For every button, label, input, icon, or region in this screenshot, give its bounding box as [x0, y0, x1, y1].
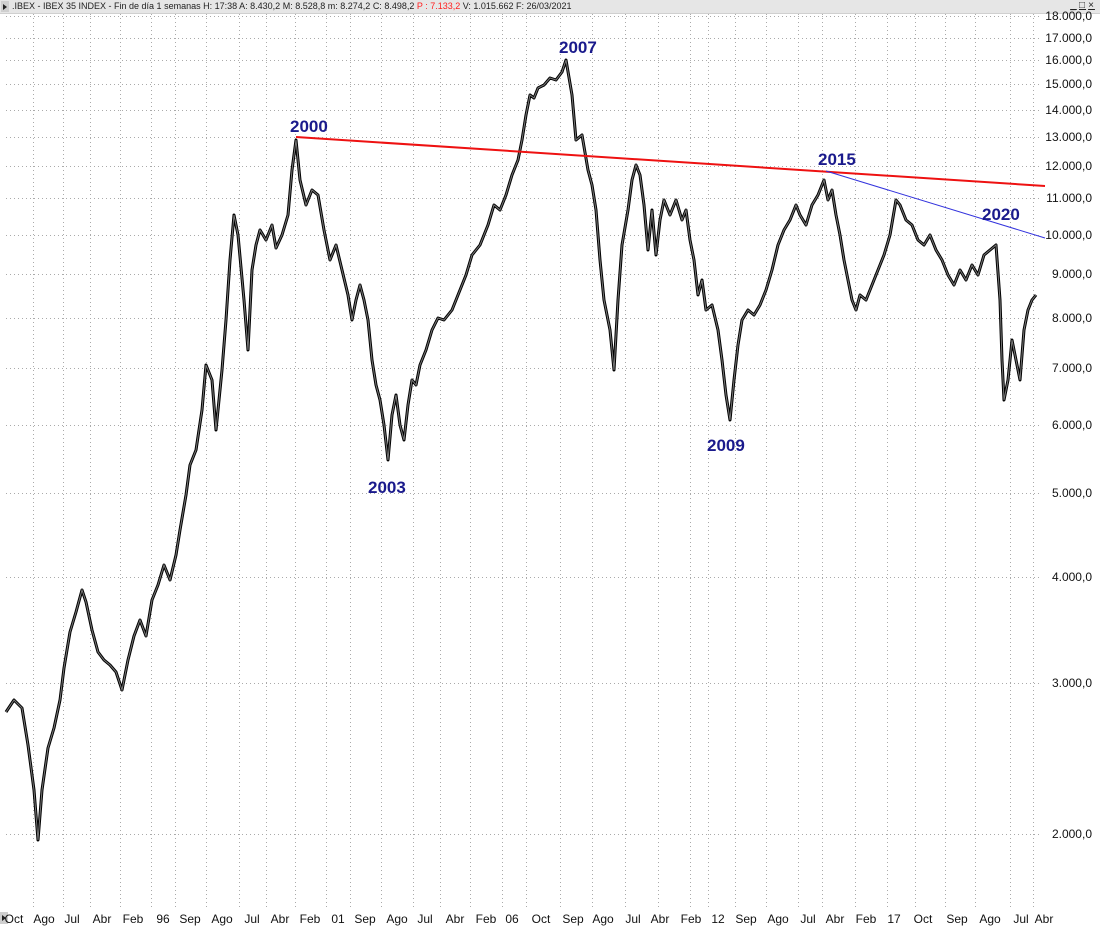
date-value: F: 26/03/2021 [515, 1, 572, 11]
minimize-icon[interactable]: _ [1070, 0, 1077, 11]
x-tick-label: Oct [913, 912, 933, 926]
chart-title-bar: .IBEX - IBEX 35 INDEX - Fin de día 1 sem… [0, 0, 1100, 14]
x-tick-label: Feb [299, 912, 321, 926]
x-tick-label: Jul [800, 912, 816, 926]
maximize-icon[interactable]: □ [1078, 0, 1087, 11]
y-tick-label: 5.000,0 [1051, 486, 1092, 500]
y-tick-label: 3.000,0 [1051, 676, 1092, 690]
title-text: .IBEX - IBEX 35 INDEX - Fin de día 1 sem… [12, 1, 201, 11]
high-value: M: 8.528,8 [282, 1, 326, 11]
y-tick-label: 17.000,0 [1045, 31, 1092, 45]
x-tick-label: Jul [64, 912, 80, 926]
x-tick-label: 12 [711, 912, 725, 926]
price-series-inner [5, 59, 1037, 841]
x-tick-label: Abr [92, 912, 112, 926]
year-annotation: 2000 [290, 117, 328, 136]
time-value: H: 17:38 [203, 1, 238, 11]
x-tick-label: 96 [156, 912, 170, 926]
x-tick-label: Oct [531, 912, 551, 926]
x-tick-label: Sep [946, 912, 968, 926]
y-tick-label: 18.000,0 [1045, 9, 1092, 23]
y-tick-label: 6.000,0 [1051, 418, 1092, 432]
close-value: C: 8.498,2 [372, 1, 415, 11]
x-tick-label: Sep [179, 912, 201, 926]
x-tick-label: Abr [650, 912, 670, 926]
downtrend-2015-line [825, 170, 1046, 239]
x-tick-label: Ago [33, 912, 55, 926]
x-tick-label: Jul [1013, 912, 1029, 926]
x-tick-label: 06 [505, 912, 519, 926]
x-tick-label: Ago [979, 912, 1001, 926]
y-tick-label: 2.000,0 [1051, 827, 1092, 841]
y-tick-label: 13.000,0 [1045, 130, 1092, 144]
x-tick-label: Sep [735, 912, 757, 926]
x-tick-label: Jul [417, 912, 433, 926]
year-annotation: 2020 [982, 205, 1020, 224]
x-tick-label: Abr [445, 912, 465, 926]
x-tick-label: Ago [386, 912, 408, 926]
y-tick-label: 8.000,0 [1051, 311, 1092, 325]
y-tick-label: 16.000,0 [1045, 53, 1092, 67]
menu-arrow-icon[interactable] [1, 1, 9, 12]
scroll-left-icon[interactable] [0, 912, 8, 924]
price-series [4, 58, 1038, 842]
window-controls: _ □ × [1069, 0, 1096, 12]
x-tick-label: Jul [244, 912, 260, 926]
x-tick-label: Oct [4, 912, 24, 926]
x-tick-label: Ago [211, 912, 233, 926]
x-tick-label: Sep [562, 912, 584, 926]
volume-value: V: 1.015.662 [462, 1, 514, 11]
y-tick-label: 11.000,0 [1046, 191, 1092, 205]
x-tick-label: Ago [767, 912, 789, 926]
p-value: P : 7.133,2 [416, 1, 461, 11]
x-tick-label: 17 [887, 912, 901, 926]
x-tick-label: Jul [625, 912, 641, 926]
y-tick-label: 7.000,0 [1051, 361, 1092, 375]
x-tick-label: Feb [122, 912, 144, 926]
y-tick-label: 10.000,0 [1045, 228, 1092, 242]
x-tick-label: Feb [855, 912, 877, 926]
trendlines [295, 136, 1046, 239]
year-annotation: 2009 [707, 436, 745, 455]
x-tick-label: Abr [825, 912, 845, 926]
resistance-2000-line [295, 136, 1046, 187]
year-annotation: 2015 [818, 150, 856, 169]
x-axis: Oct Ago Jul Abr Feb 96 Sep Ago Jul Abr Feb 01 Sep Ago… [0, 910, 1100, 927]
y-tick-label: 12.000,0 [1045, 159, 1092, 173]
x-tick-label: Feb [475, 912, 497, 926]
year-annotation: 2003 [368, 478, 406, 497]
x-tick-label: Sep [354, 912, 376, 926]
grid-lines [6, 14, 1040, 908]
x-tick-label: Ago [592, 912, 614, 926]
y-tick-label: 14.000,0 [1045, 103, 1092, 117]
y-tick-label: 9.000,0 [1051, 267, 1092, 281]
x-tick-label: Feb [680, 912, 702, 926]
low-value: m: 8.274,2 [327, 1, 371, 11]
x-tick-label: 01 [331, 912, 345, 926]
y-tick-label: 4.000,0 [1051, 570, 1092, 584]
close-icon[interactable]: × [1088, 0, 1095, 11]
x-tick-label: Abr [270, 912, 290, 926]
y-tick-label: 15.000,0 [1045, 77, 1092, 91]
x-tick-label: Abr [1034, 912, 1054, 926]
year-annotation: 2007 [559, 38, 597, 57]
open-value: A: 8.430,2 [239, 1, 281, 11]
